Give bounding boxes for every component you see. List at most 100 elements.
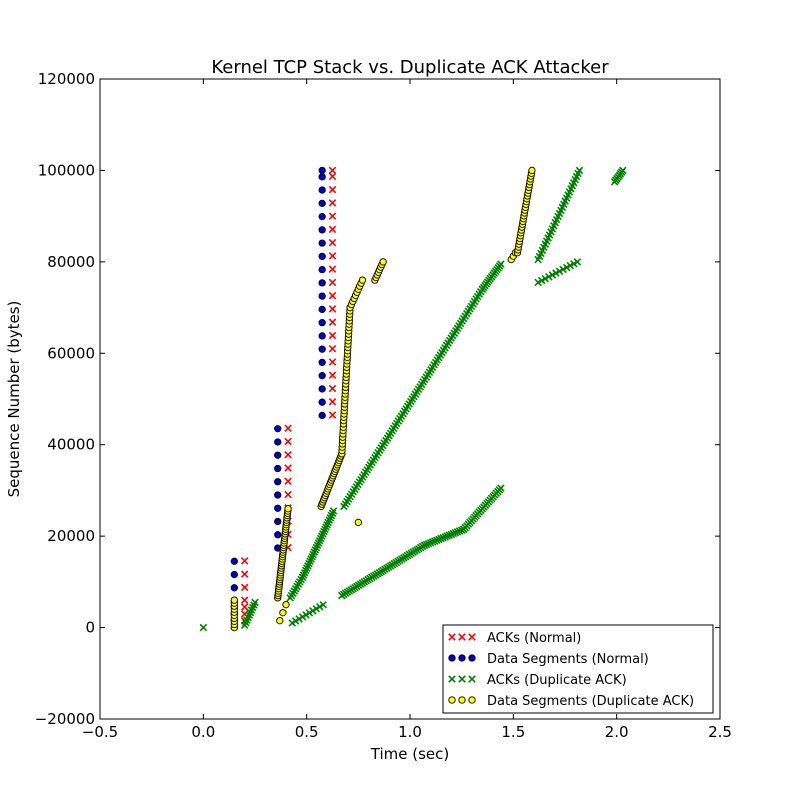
segment-point	[318, 319, 326, 327]
ack-point	[435, 535, 443, 544]
segment-point	[318, 226, 326, 234]
ack-point	[315, 602, 324, 611]
legend-marker	[458, 696, 466, 704]
ack-point	[328, 358, 337, 366]
ack-point	[199, 623, 208, 632]
ack-point	[545, 273, 553, 281]
x-axis: −0.5 0.0 0.5 1.0 1.5 2.0 2.5	[82, 79, 732, 741]
legend-label: ACKs (Duplicate ACK)	[487, 673, 627, 688]
ack-point	[295, 615, 303, 623]
segment-point	[230, 596, 238, 604]
segment-point	[274, 425, 282, 433]
segment-point	[318, 332, 326, 340]
data-points	[199, 166, 627, 632]
legend-marker	[458, 633, 466, 641]
ack-point	[422, 540, 431, 549]
ack-point	[447, 530, 456, 539]
series-4	[230, 166, 536, 632]
ack-point	[420, 541, 429, 550]
ack-point	[319, 600, 327, 609]
ack-point	[566, 261, 575, 270]
segment-point	[318, 398, 326, 406]
ack-point	[328, 318, 337, 326]
chart-title: Kernel TCP Stack vs. Duplicate ACK Attac…	[211, 57, 609, 78]
ack-point	[328, 166, 337, 175]
legend-marker	[448, 696, 456, 704]
segment-point	[318, 186, 326, 194]
ack-point	[497, 260, 505, 268]
ack-point	[288, 619, 296, 627]
ack-point	[328, 238, 337, 247]
ack-point	[548, 271, 557, 279]
ack-point	[329, 507, 338, 515]
segment-point	[318, 345, 326, 353]
ack-point	[328, 212, 337, 220]
ack-point	[328, 252, 337, 260]
legend-label: Data Segments (Normal)	[487, 652, 649, 667]
series-3	[199, 166, 627, 632]
y-tick-label: 60000	[47, 344, 95, 362]
x-tick-label: 1.0	[398, 723, 422, 741]
ack-point	[619, 166, 627, 175]
segment-point	[318, 173, 326, 181]
segment-point	[274, 451, 282, 459]
y-tick-label: 20000	[47, 527, 95, 545]
legend: ACKs (Normal) Data Segments (Normal) ACKs …	[442, 624, 714, 714]
ack-point	[537, 276, 546, 285]
segment-point	[318, 212, 326, 221]
ack-point	[240, 557, 249, 565]
ack-point	[449, 529, 458, 538]
ack-point	[312, 605, 321, 613]
segment-point	[274, 517, 282, 526]
ack-point	[328, 185, 337, 194]
ack-point	[328, 371, 337, 379]
ack-point	[240, 596, 249, 604]
ack-point	[291, 617, 300, 625]
ack-point	[555, 267, 564, 275]
ack-point	[562, 263, 571, 272]
ack-point	[328, 384, 337, 393]
ack-point	[441, 533, 449, 541]
legend-label: Data Segments (Duplicate ACK)	[487, 694, 694, 709]
ack-point	[240, 570, 249, 578]
y-tick-label: −20000	[35, 710, 95, 728]
legend-marker	[468, 633, 476, 641]
ack-point	[541, 274, 550, 283]
segment-point	[274, 491, 282, 499]
ack-point	[328, 199, 337, 207]
ack-point	[328, 344, 337, 353]
legend-marker	[458, 675, 466, 683]
ack-point	[575, 166, 584, 175]
ack-point	[573, 258, 582, 266]
y-tick-label: 0	[85, 619, 95, 637]
segment-point	[318, 239, 326, 247]
legend-marker	[448, 633, 456, 641]
x-tick-label: 0.0	[191, 723, 215, 741]
ack-point	[328, 225, 337, 234]
ack-point	[552, 269, 560, 277]
legend-label: ACKs (Normal)	[487, 631, 581, 646]
segment-point	[274, 478, 282, 486]
ack-point	[328, 331, 337, 340]
ack-point	[284, 451, 292, 459]
ack-point	[570, 259, 578, 268]
ack-point	[455, 527, 464, 535]
segment-point	[274, 504, 282, 512]
ack-point	[428, 538, 437, 546]
x-axis-label: Time (sec)	[370, 745, 449, 763]
segment-point	[318, 385, 326, 393]
y-tick-label: 40000	[47, 436, 95, 454]
ack-point	[443, 532, 451, 540]
ack-point	[439, 533, 447, 542]
legend-marker	[468, 654, 476, 662]
ack-point	[328, 305, 337, 313]
ack-point	[328, 278, 337, 287]
segment-point	[230, 584, 238, 592]
segment-point	[318, 358, 326, 367]
ack-point	[534, 278, 542, 287]
ack-point	[433, 536, 441, 544]
segment-point	[528, 166, 536, 175]
x-tick-label: 2.5	[708, 723, 732, 741]
x-tick-label: 1.5	[501, 723, 525, 741]
ack-point	[328, 397, 337, 406]
